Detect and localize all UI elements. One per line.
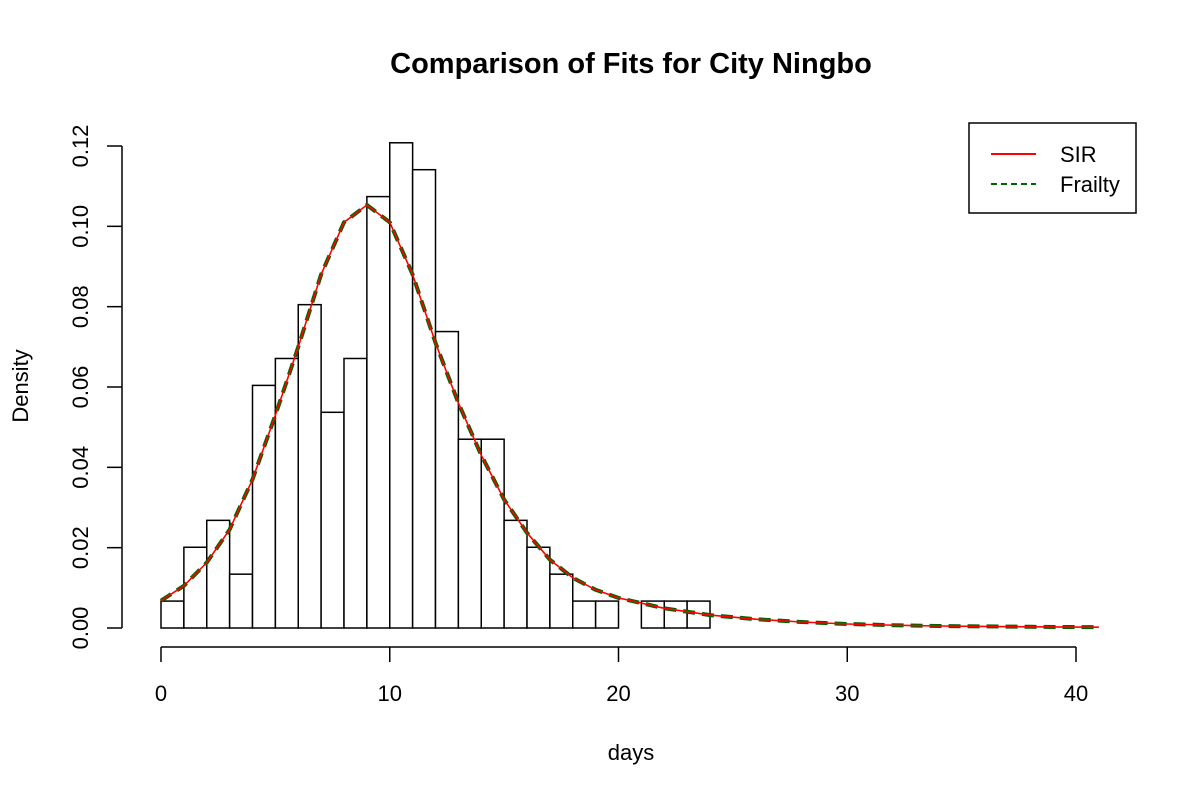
fit-curves — [159, 203, 1099, 630]
y-tick-label: 0.04 — [68, 446, 93, 489]
y-tick-label: 0.00 — [68, 607, 93, 650]
y-tick-label: 0.12 — [68, 125, 93, 168]
histogram-bar — [366, 195, 391, 629]
y-axis: 0.00 0.02 0.04 0.06 0.08 0.10 0.12 — [68, 125, 123, 650]
histogram-bar — [183, 546, 208, 629]
histogram-bar — [389, 142, 414, 629]
histogram-bar — [457, 438, 482, 629]
histogram-bar — [206, 519, 231, 629]
histogram-bar — [411, 168, 437, 629]
legend-label-sir: SIR — [1060, 142, 1097, 167]
histogram-bar — [594, 600, 620, 629]
legend-label-frailty: Frailty — [1060, 172, 1120, 197]
x-tick-label: 20 — [606, 681, 630, 706]
x-tick-label: 40 — [1064, 681, 1088, 706]
histogram-bar — [480, 438, 505, 629]
chart-title: Comparison of Fits for City Ningbo — [390, 48, 872, 80]
legend: SIR Frailty — [968, 122, 1137, 214]
y-axis-title: Density — [8, 349, 33, 422]
histogram-bar — [572, 600, 597, 629]
histogram-bar — [526, 546, 551, 629]
y-tick-label: 0.08 — [68, 285, 93, 328]
x-tick-label: 30 — [835, 681, 859, 706]
histogram-bar — [503, 519, 528, 629]
histogram-bar — [549, 573, 574, 629]
curve-sir — [160, 204, 1099, 628]
x-axis: 0 10 20 30 40 — [155, 646, 1088, 706]
y-tick-label: 0.02 — [68, 526, 93, 569]
histogram-bar — [343, 357, 368, 629]
histogram-bar — [228, 573, 254, 629]
histogram-bar — [320, 411, 345, 629]
x-axis-title: days — [608, 740, 654, 765]
y-tick-label: 0.06 — [68, 366, 93, 409]
x-tick-label: 10 — [378, 681, 402, 706]
y-tick-label: 0.10 — [68, 205, 93, 248]
histogram-bar — [297, 303, 322, 629]
histogram-bar — [663, 600, 688, 629]
x-tick-label: 0 — [155, 681, 167, 706]
histogram-bars — [160, 142, 711, 629]
histogram-bar — [160, 600, 185, 629]
legend-box — [968, 122, 1137, 214]
